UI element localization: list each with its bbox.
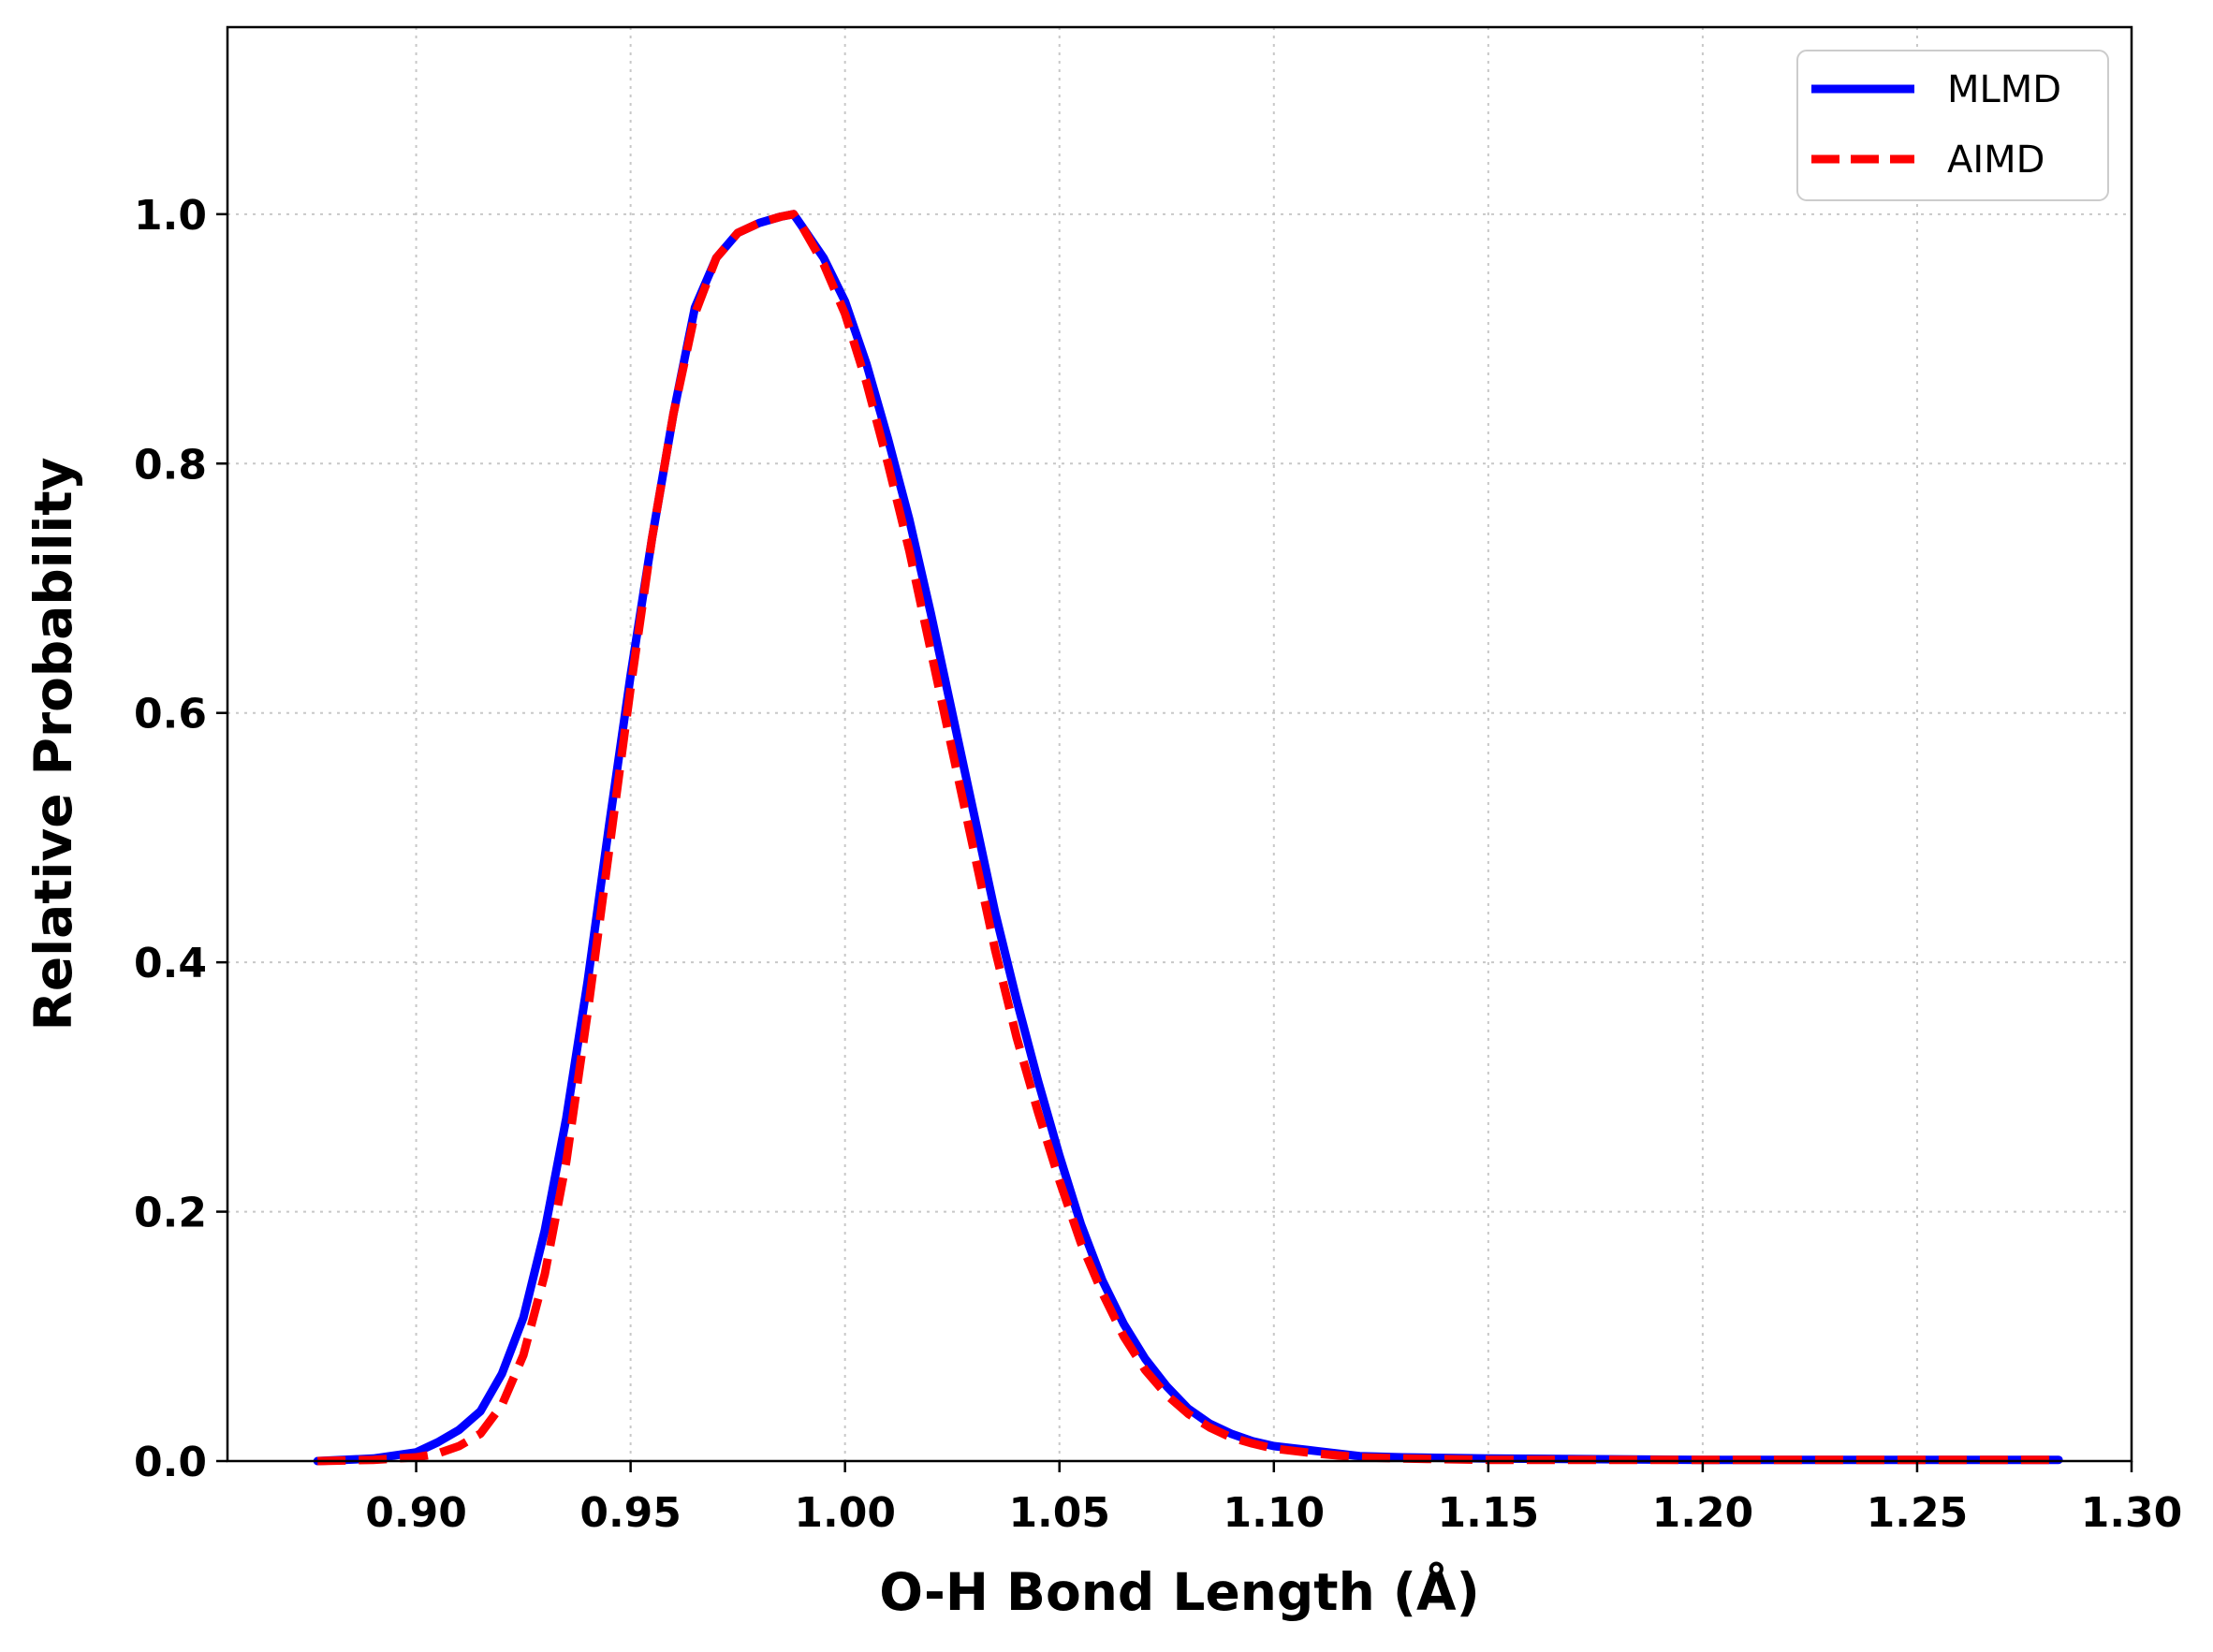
x-tick-label: 1.25 — [1867, 1489, 1969, 1537]
x-axis-title: O-H Bond Length (Å) — [879, 1561, 1479, 1622]
y-tick-label: 1.0 — [134, 192, 207, 240]
x-tick-label: 1.30 — [2081, 1489, 2183, 1537]
plot-lines — [313, 210, 2063, 1466]
x-tick-label: 0.90 — [365, 1489, 467, 1537]
x-tick-label: 0.95 — [579, 1489, 681, 1537]
y-tick-label: 0.0 — [134, 1439, 207, 1486]
x-axis: 0.90 0.95 1.00 1.05 1.10 1.15 1.20 1.25 1.30 — [365, 1461, 2182, 1537]
x-tick-label: 1.00 — [794, 1489, 896, 1537]
x-tick-label: 1.10 — [1224, 1489, 1326, 1537]
legend-label-aimd: AIMD — [1947, 139, 2044, 182]
legend-label-mlmd: MLMD — [1947, 68, 2061, 111]
y-axis: 0.0 0.2 0.4 0.6 0.8 1.0 — [134, 192, 227, 1486]
y-tick-label: 0.4 — [134, 940, 207, 987]
x-tick-label: 1.15 — [1438, 1489, 1540, 1537]
legend: MLMD AIMD — [1796, 50, 2109, 201]
plot-frame — [226, 25, 2133, 1463]
x-tick-label: 1.05 — [1008, 1489, 1110, 1537]
x-tick-label: 1.20 — [1652, 1489, 1754, 1537]
y-tick-label: 0.2 — [134, 1190, 207, 1237]
y-tick-label: 0.6 — [134, 691, 207, 738]
y-axis-title: Relative Probability — [23, 458, 83, 1031]
y-tick-label: 0.8 — [134, 441, 207, 489]
series-line-aimd — [317, 210, 2059, 1466]
